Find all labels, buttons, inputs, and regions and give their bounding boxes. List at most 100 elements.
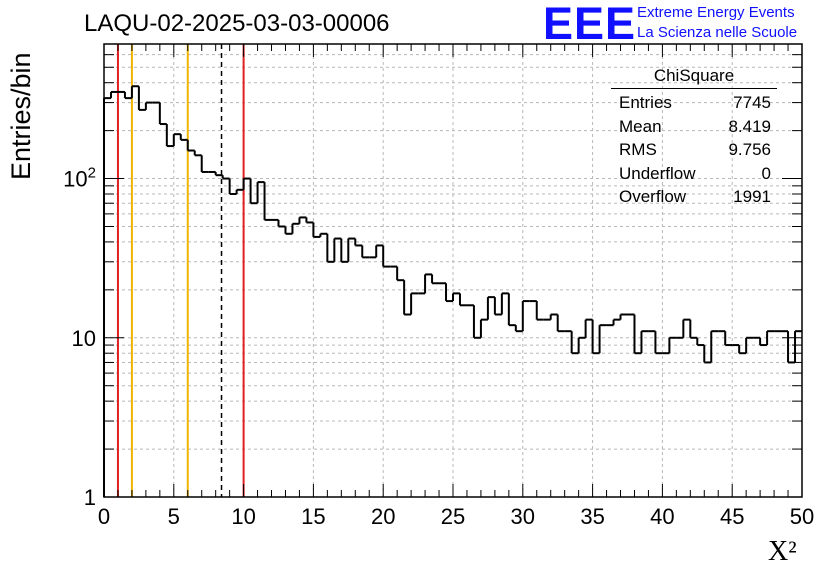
histogram-bin [347, 237, 356, 262]
y-axis-label: Entries/bin [6, 52, 36, 180]
histogram-bin [759, 337, 768, 347]
stats-value: 7745 [733, 93, 771, 112]
histogram-bars [103, 85, 802, 497]
stats-value: 1991 [733, 187, 771, 206]
histogram-bin [598, 324, 607, 354]
histogram-bin [500, 292, 509, 315]
histogram-bin [263, 182, 272, 221]
y-tick-label: 102 [63, 165, 96, 192]
x-tick-label: 45 [720, 504, 744, 529]
stats-title: ChiSquare [611, 66, 777, 89]
histogram-bin [479, 318, 488, 338]
histogram-bin [787, 331, 796, 364]
histogram-bin [591, 319, 600, 355]
histogram-bin [521, 300, 530, 332]
histogram-bin [668, 336, 677, 354]
histogram-bin [340, 238, 349, 263]
histogram-bin [172, 133, 181, 147]
y-tick-label: 10 [72, 326, 96, 351]
histogram-bin [256, 181, 265, 204]
histogram-bin [452, 292, 460, 302]
eee-logo: EEE [543, 0, 637, 49]
histogram-bin [535, 301, 544, 321]
x-tick-label: 0 [98, 504, 110, 529]
histogram-bin [654, 331, 663, 355]
histogram-bin [144, 101, 153, 110]
histogram-bin [354, 238, 363, 247]
histogram-bin [703, 345, 712, 364]
histogram-bin [556, 314, 565, 333]
histogram-bin [249, 178, 258, 205]
histogram-bin [277, 219, 286, 228]
grid-lines [104, 43, 802, 497]
stats-label: Underflow [619, 163, 696, 183]
stats-row-rms: RMS 9.756 [611, 138, 777, 162]
histogram-bin [696, 337, 705, 347]
histogram-bin [326, 233, 335, 263]
stats-value: 8.419 [728, 116, 771, 136]
histogram-bin [424, 273, 433, 294]
histogram-bin [396, 266, 405, 282]
reference-lines [116, 44, 245, 497]
stats-box: ChiSquare Entries 7745 Mean 8.419 RMS 9.… [611, 66, 777, 209]
stats-row-entries: Entries 7745 [611, 91, 777, 115]
x-tick-label: 20 [371, 504, 395, 529]
histogram-bin [284, 226, 293, 235]
histogram-bin [214, 171, 223, 177]
histogram-bin [228, 178, 237, 195]
x-tick-label: 50 [790, 504, 814, 529]
histogram-bin [137, 86, 146, 111]
logo-line-2: La Scienza nelle Scuole [637, 24, 798, 41]
histogram-bin [486, 296, 495, 320]
histogram-bin [235, 188, 244, 194]
stats-label: RMS [619, 140, 657, 159]
logo-line-1: Extreme Energy Events [637, 4, 795, 21]
stats-value: 0 [761, 163, 771, 183]
histogram-bin [123, 91, 132, 100]
stats-label: Overflow [619, 187, 687, 206]
histogram-bin [458, 293, 467, 307]
stats-row-overflow: Overflow 1991 [611, 185, 777, 209]
histogram-bin [710, 330, 719, 363]
histogram-bin [410, 292, 419, 315]
stats-row-mean: Mean 8.419 [611, 115, 777, 139]
histogram-bin [431, 274, 440, 285]
stats-label: Mean [619, 116, 662, 136]
x-tick-label: 5 [168, 504, 180, 529]
histogram-bin [361, 245, 370, 259]
stats-row-underflow: Underflow 0 [611, 162, 777, 186]
histogram-bin [493, 297, 502, 316]
y-tick-label: 1 [84, 485, 96, 510]
x-tick-label: 25 [441, 504, 465, 529]
histogram-bin [221, 175, 230, 180]
x-tick-label: 10 [231, 504, 255, 529]
histogram-bin [130, 85, 139, 99]
histogram-bin [186, 139, 195, 152]
histogram-bin [403, 280, 412, 316]
axes [103, 43, 803, 498]
tick-labels: 0 5 10 15 20 25 30 35 40 45 50 1 10 102 [63, 165, 814, 529]
histogram-bin [109, 90, 118, 99]
stats-value: 9.756 [728, 140, 771, 159]
histogram-bin [312, 222, 321, 238]
histogram-bin [794, 330, 802, 363]
histogram-bin [633, 314, 642, 355]
histogram-bin [619, 313, 628, 320]
histogram-bin [472, 305, 481, 339]
histogram-bin [738, 345, 747, 355]
histogram-bin [193, 150, 202, 157]
histogram-bin [291, 222, 300, 234]
chart-title: LAQU-02-2025-03-03-00006 [84, 10, 390, 37]
histogram-bin [158, 102, 167, 126]
histogram-bin [242, 177, 251, 190]
histogram-bin [549, 313, 558, 320]
histogram-bin [305, 217, 314, 224]
histogram-bin [640, 330, 649, 354]
histogram-bin [179, 134, 188, 141]
histogram-bin [612, 318, 621, 326]
histogram-bin [103, 97, 111, 497]
x-axis-label: X² [768, 536, 797, 567]
histogram-bin [445, 283, 453, 303]
histogram-bin [570, 331, 579, 355]
